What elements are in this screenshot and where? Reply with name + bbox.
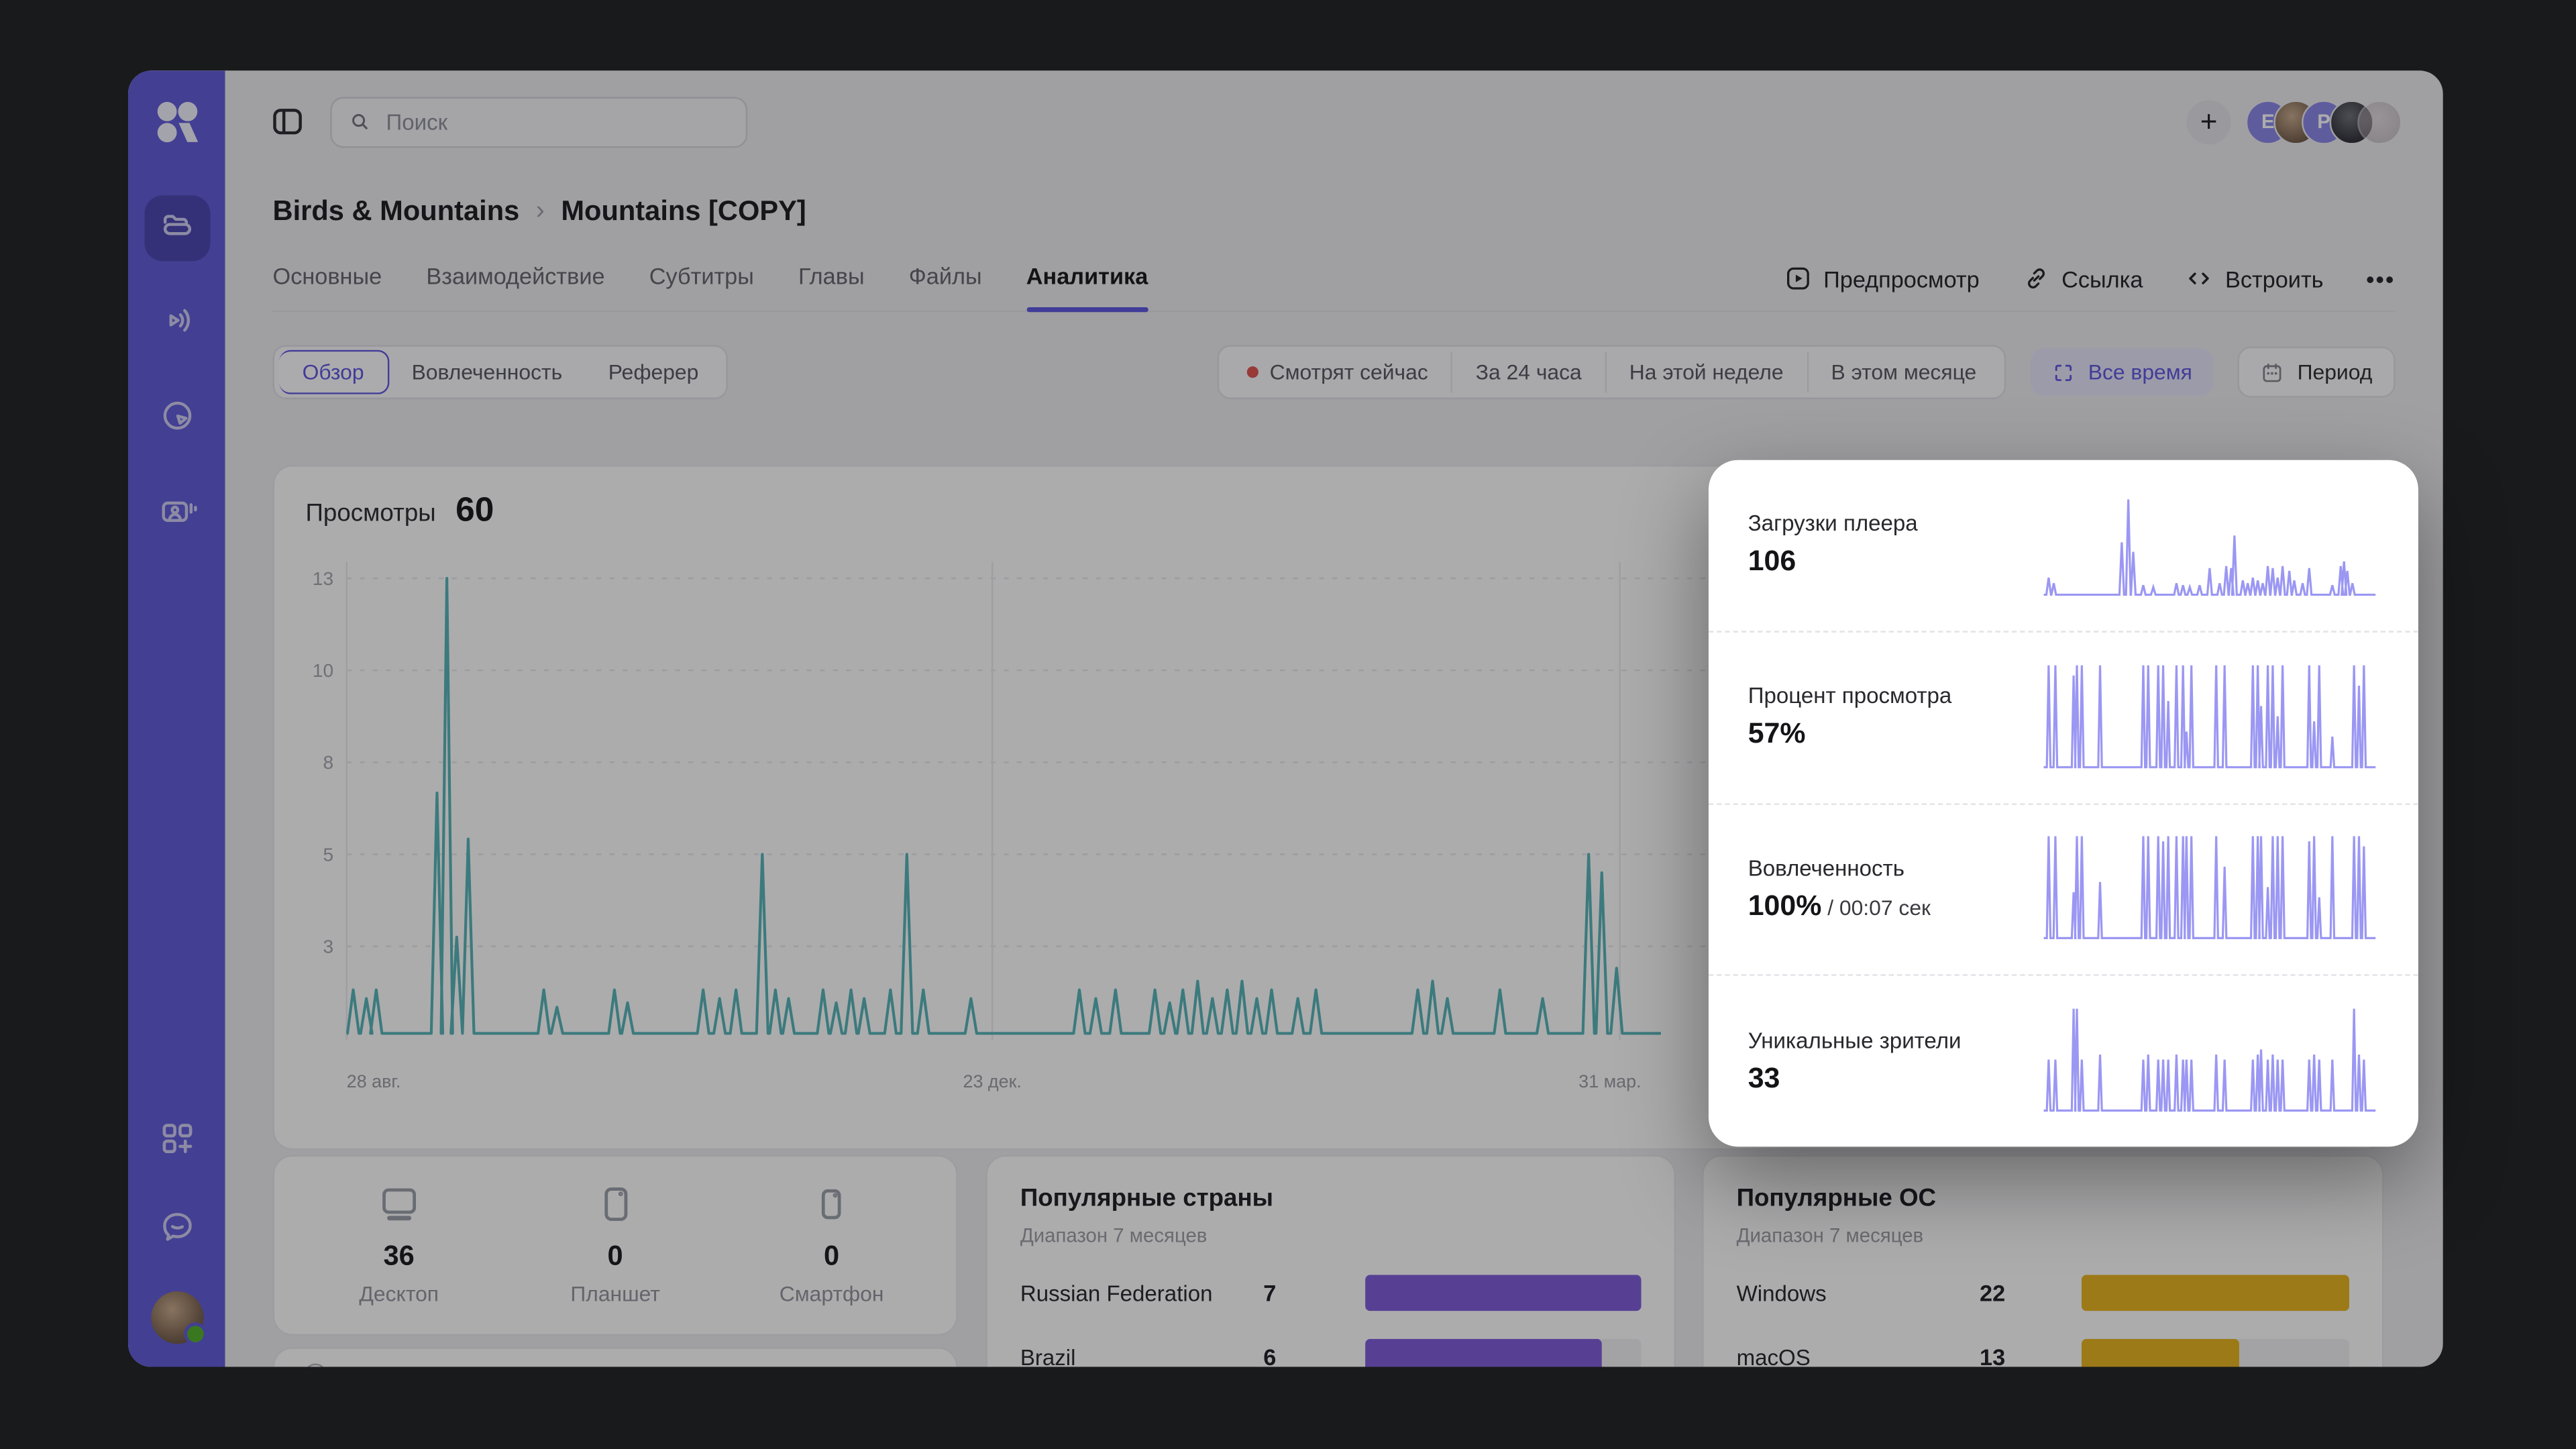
metric-label: Загрузки плеера xyxy=(1748,512,2024,537)
metric-sparkline xyxy=(2041,658,2379,776)
metric-text: Процент просмотра 57% xyxy=(1748,684,2024,751)
metric-value: 106 xyxy=(1748,545,2024,579)
metric-row-4[interactable]: Уникальные зрители 33 xyxy=(1709,976,2418,1146)
metric-value: 57% xyxy=(1748,716,2024,751)
metrics-popover: Загрузки плеера 106 Процент просмотра 57% Во… xyxy=(1709,460,2418,1147)
metric-label: Уникальные зрители xyxy=(1748,1028,2024,1053)
metric-text: Загрузки плеера 106 xyxy=(1748,512,2024,579)
metric-value: 33 xyxy=(1748,1061,2024,1095)
metric-sparkline xyxy=(2041,1002,2379,1120)
metric-value-suffix: / 00:07 сек xyxy=(1821,895,1931,920)
metric-row-3[interactable]: Вовлеченность 100% / 00:07 сек xyxy=(1709,804,2418,977)
metric-sparkline xyxy=(2041,486,2379,604)
metric-text: Вовлеченность 100% / 00:07 сек xyxy=(1748,856,2024,923)
metric-sparkline xyxy=(2041,830,2379,949)
metric-row-2[interactable]: Процент просмотра 57% xyxy=(1709,632,2418,804)
metric-label: Процент просмотра xyxy=(1748,684,2024,708)
metric-value: 100% / 00:07 сек xyxy=(1748,889,2024,923)
metric-label: Вовлеченность xyxy=(1748,856,2024,881)
metric-text: Уникальные зрители 33 xyxy=(1748,1028,2024,1095)
stage: + EP Birds & Mountains › Mountains [COPY… xyxy=(0,0,2576,1449)
metric-row-1[interactable]: Загрузки плеера 106 xyxy=(1709,460,2418,633)
